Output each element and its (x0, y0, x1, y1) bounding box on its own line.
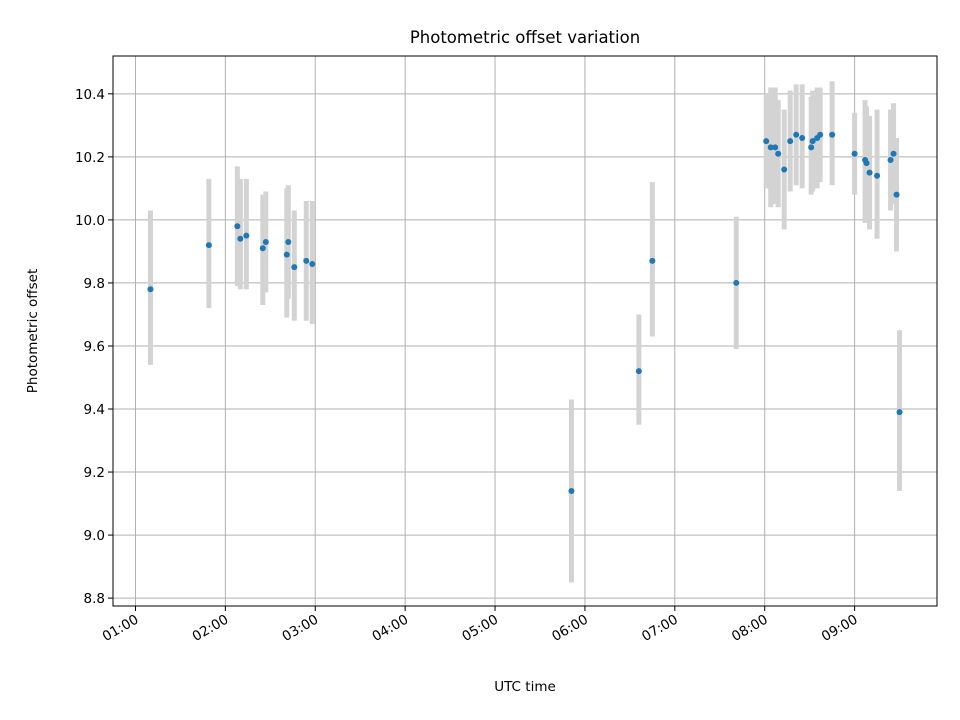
data-point (863, 160, 870, 167)
data-point (799, 134, 806, 141)
data-point (890, 150, 897, 157)
data-point (243, 232, 250, 239)
data-point (205, 242, 212, 249)
data-point (147, 286, 154, 293)
data-point (568, 487, 575, 494)
data-point (635, 368, 642, 375)
data-point (851, 150, 858, 157)
data-point (817, 131, 824, 138)
data-point (763, 138, 770, 145)
data-point (283, 251, 290, 258)
y-tick-label: 9.4 (84, 402, 105, 418)
y-tick-label: 9.2 (84, 465, 105, 481)
data-point (808, 144, 815, 151)
data-point (649, 257, 656, 264)
data-point (887, 157, 894, 164)
y-axis-ticks: 8.8 9.0 9.2 9.4 9.6 9.8 10.0 10.2 10.4 (75, 87, 113, 607)
y-tick-label: 10.4 (75, 87, 105, 103)
data-point (787, 138, 794, 145)
data-point (809, 138, 816, 145)
data-point (829, 131, 836, 138)
data-point (733, 279, 740, 286)
data-point (896, 409, 903, 416)
data-point (866, 169, 873, 176)
y-tick-label: 9.6 (84, 339, 105, 355)
data-point (234, 223, 241, 230)
data-point (767, 144, 774, 151)
plot-area-frame (112, 55, 938, 607)
data-point (259, 245, 266, 252)
y-tick-label: 8.8 (84, 591, 105, 607)
data-point (262, 238, 269, 245)
y-tick-label: 9.8 (84, 276, 105, 292)
data-point (303, 257, 310, 264)
y-tick-label: 9.0 (84, 528, 105, 544)
data-point (291, 264, 298, 271)
y-tick-label: 10.0 (75, 213, 105, 229)
data-point (309, 261, 316, 268)
data-point (781, 166, 788, 173)
data-point (285, 238, 292, 245)
data-point (772, 144, 779, 151)
y-axis-label: Photometric offset (25, 269, 41, 393)
data-point (237, 235, 244, 242)
data-points (147, 131, 903, 494)
x-axis-label: UTC time (494, 679, 556, 695)
data-point (893, 191, 900, 198)
y-tick-label: 10.2 (75, 150, 105, 166)
data-point (793, 131, 800, 138)
data-point (775, 150, 782, 157)
chart-title: Photometric offset variation (410, 28, 640, 47)
data-point (874, 172, 881, 179)
